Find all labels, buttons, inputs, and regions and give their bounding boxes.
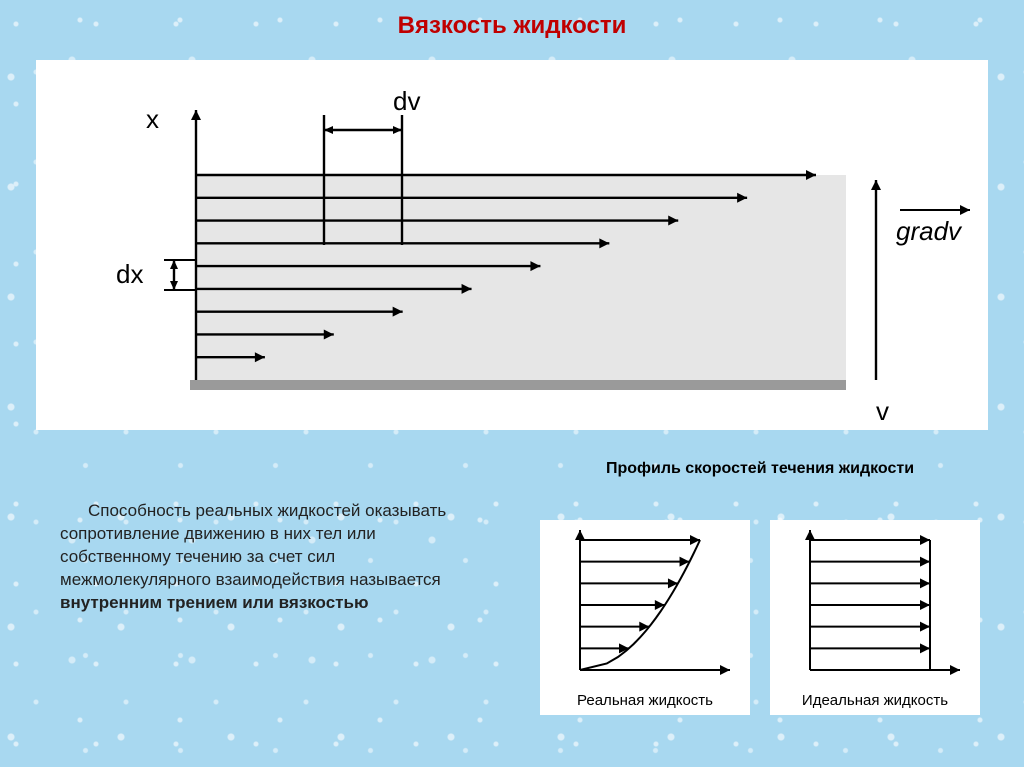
profiles-heading: Профиль скоростей течения жидкости	[540, 460, 980, 478]
svg-text:x: x	[146, 104, 159, 134]
svg-text:gradv: gradv	[896, 216, 963, 246]
definition-text: Способность реальных жидкостей оказывать…	[60, 500, 460, 615]
main-viscosity-diagram: x dv dx gradv v	[36, 60, 988, 430]
svg-text:dx: dx	[116, 259, 143, 289]
real-fluid-caption: Реальная жидкость	[540, 692, 750, 709]
slide-title: Вязкость жидкости	[0, 12, 1024, 40]
real-fluid-profile: Реальная жидкость	[540, 520, 750, 715]
definition-body: Способность реальных жидкостей оказывать…	[60, 501, 446, 589]
svg-text:v: v	[876, 396, 889, 426]
ideal-fluid-caption: Идеальная жидкость	[770, 692, 980, 709]
svg-text:dv: dv	[393, 86, 420, 116]
definition-bold: внутренним трением или вязкостью	[60, 593, 368, 612]
ideal-fluid-profile: Идеальная жидкость	[770, 520, 980, 715]
